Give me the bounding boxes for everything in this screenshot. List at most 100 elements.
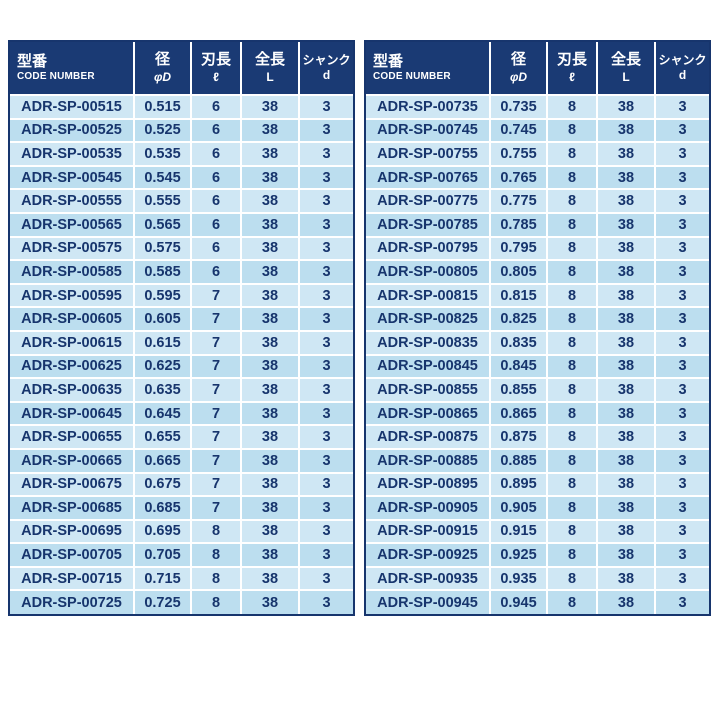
value-cell: 3 (654, 211, 709, 238)
code-number-cell: ADR-SP-00615 (10, 329, 135, 356)
value-cell: 0.635 (133, 377, 192, 403)
value-cell: 0.705 (133, 542, 192, 568)
table-row: ADR-SP-00745 0.745 8 38 3 (366, 117, 709, 144)
column-header-label: 径 (510, 51, 526, 69)
table-row: ADR-SP-00685 0.685 7 38 3 (10, 495, 353, 521)
value-cell: 38 (240, 117, 300, 144)
value-cell: 0.765 (489, 164, 548, 191)
value-cell: 38 (596, 495, 656, 521)
value-cell: 38 (240, 589, 300, 615)
value-cell: 8 (546, 471, 598, 498)
value-cell: 8 (546, 447, 598, 474)
value-cell: 3 (298, 211, 353, 238)
code-number-cell: ADR-SP-00915 (366, 518, 491, 545)
value-cell: 8 (546, 211, 598, 238)
table-row: ADR-SP-00945 0.945 8 38 3 (366, 589, 709, 615)
table-row: ADR-SP-00925 0.925 8 38 3 (366, 542, 709, 568)
code-number-cell: ADR-SP-00565 (10, 211, 135, 238)
table-body: ADR-SP-00515 0.515 6 38 3 ADR-SP-00525 0.525 6 3… (10, 94, 353, 615)
value-cell: 38 (240, 141, 300, 167)
value-cell: 38 (596, 518, 656, 545)
column-header-sublabel: d (678, 68, 687, 83)
value-cell: 8 (546, 117, 598, 144)
value-cell: 38 (596, 188, 656, 214)
value-cell: 7 (190, 447, 242, 474)
table-row: ADR-SP-00895 0.895 8 38 3 (366, 471, 709, 498)
value-cell: 8 (546, 542, 598, 568)
code-number-cell: ADR-SP-00635 (10, 377, 135, 403)
value-cell: 3 (298, 447, 353, 474)
value-cell: 0.925 (489, 542, 548, 568)
value-cell: 0.905 (489, 495, 548, 521)
value-cell: 3 (298, 188, 353, 214)
value-cell: 0.545 (133, 164, 192, 191)
column-header-label: 全長 (610, 51, 641, 69)
value-cell: 3 (654, 259, 709, 285)
value-cell: 38 (596, 471, 656, 498)
value-cell: 7 (190, 353, 242, 380)
value-cell: 8 (546, 518, 598, 545)
column-header-sublabel: ℓ (569, 70, 575, 85)
value-cell: 0.615 (133, 329, 192, 356)
value-cell: 3 (654, 589, 709, 615)
column-header-code-number: 型番 CODE NUMBER (366, 42, 491, 96)
value-cell: 38 (240, 259, 300, 285)
value-cell: 38 (240, 518, 300, 545)
column-header-label: シャンク (302, 53, 351, 68)
code-number-cell: ADR-SP-00645 (10, 400, 135, 427)
value-cell: 0.585 (133, 259, 192, 285)
value-cell: 3 (298, 164, 353, 191)
table-row: ADR-SP-00655 0.655 7 38 3 (10, 424, 353, 450)
value-cell: 38 (596, 447, 656, 474)
table-row: ADR-SP-00555 0.555 6 38 3 (10, 188, 353, 214)
value-cell: 8 (546, 329, 598, 356)
code-number-cell: ADR-SP-00525 (10, 117, 135, 144)
code-number-cell: ADR-SP-00785 (366, 211, 491, 238)
code-number-cell: ADR-SP-00745 (366, 117, 491, 144)
value-cell: 3 (298, 589, 353, 615)
value-cell: 3 (654, 377, 709, 403)
value-cell: 38 (596, 164, 656, 191)
value-cell: 3 (298, 377, 353, 403)
column-header-sublabel: φD (153, 70, 172, 85)
code-number-cell: ADR-SP-00775 (366, 188, 491, 214)
value-cell: 0.755 (489, 141, 548, 167)
value-cell: 0.695 (133, 518, 192, 545)
value-cell: 38 (596, 377, 656, 403)
code-number-cell: ADR-SP-00755 (366, 141, 491, 167)
value-cell: 0.715 (133, 565, 192, 592)
value-cell: 0.515 (133, 94, 192, 120)
value-cell: 8 (190, 589, 242, 615)
value-cell: 38 (240, 94, 300, 120)
table-row: ADR-SP-00525 0.525 6 38 3 (10, 117, 353, 144)
value-cell: 0.735 (489, 94, 548, 120)
code-number-cell: ADR-SP-00555 (10, 188, 135, 214)
value-cell: 0.525 (133, 117, 192, 144)
table-row: ADR-SP-00705 0.705 8 38 3 (10, 542, 353, 568)
value-cell: 6 (190, 188, 242, 214)
column-header-sublabel: CODE NUMBER (373, 71, 451, 83)
value-cell: 3 (298, 471, 353, 498)
value-cell: 7 (190, 495, 242, 521)
value-cell: 3 (654, 495, 709, 521)
value-cell: 38 (240, 471, 300, 498)
table-body: ADR-SP-00735 0.735 8 38 3 ADR-SP-00745 0.745 8 3… (366, 94, 709, 615)
value-cell: 0.725 (133, 589, 192, 615)
value-cell: 6 (190, 259, 242, 285)
value-cell: 0.885 (489, 447, 548, 474)
value-cell: 8 (546, 141, 598, 167)
table-row: ADR-SP-00755 0.755 8 38 3 (366, 141, 709, 167)
value-cell: 38 (596, 400, 656, 427)
value-cell: 8 (546, 282, 598, 309)
value-cell: 3 (654, 94, 709, 120)
table-row: ADR-SP-00885 0.885 8 38 3 (366, 447, 709, 474)
code-number-cell: ADR-SP-00725 (10, 589, 135, 615)
value-cell: 3 (654, 235, 709, 262)
code-number-cell: ADR-SP-00925 (366, 542, 491, 568)
value-cell: 3 (654, 424, 709, 450)
value-cell: 0.745 (489, 117, 548, 144)
column-header-label: 型番 (17, 52, 48, 70)
table-row: ADR-SP-00875 0.875 8 38 3 (366, 424, 709, 450)
table-row: ADR-SP-00625 0.625 7 38 3 (10, 353, 353, 380)
value-cell: 38 (240, 424, 300, 450)
